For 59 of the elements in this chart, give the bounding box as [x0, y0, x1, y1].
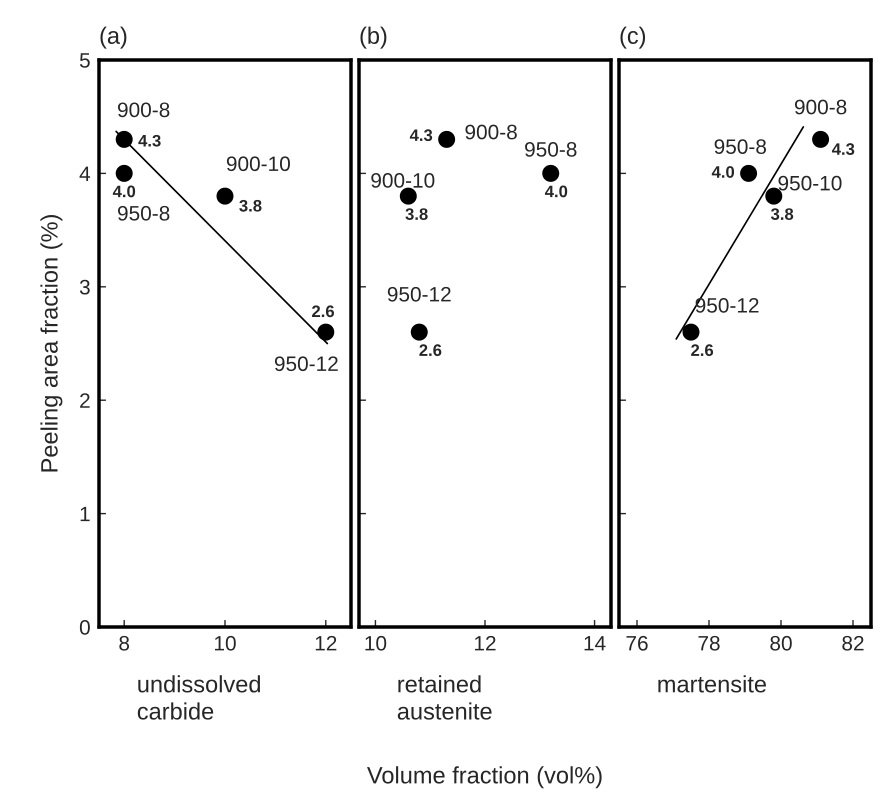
- point: [216, 188, 234, 205]
- point: [438, 130, 456, 148]
- point: [116, 164, 133, 182]
- data-label: 4.0: [112, 186, 136, 198]
- x-tick-label: 8: [119, 636, 130, 651]
- chart-title: (b): [360, 26, 386, 49]
- y-tick-label: 5: [80, 53, 90, 68]
- annotation: 950-12: [388, 286, 451, 302]
- point: [410, 324, 428, 341]
- data-label: 4.0: [544, 186, 568, 198]
- annotation: 950-8: [525, 142, 576, 157]
- x-axis-title: retained austenite: [398, 675, 492, 720]
- annotation: 950-12: [274, 356, 338, 372]
- x-axis-title: undissolved carbide: [138, 675, 260, 720]
- chart-title: (a): [100, 26, 126, 49]
- data-label: 2.6: [691, 344, 714, 356]
- point: [116, 130, 133, 148]
- data-label: 4.3: [138, 134, 161, 147]
- annotation: 900-10: [371, 173, 434, 188]
- annotation: 950-10: [778, 176, 842, 191]
- text: Volume fraction (vol%): [367, 766, 602, 788]
- y-tick-label: 4: [80, 166, 90, 181]
- point: [740, 164, 758, 182]
- y-tick-label: 1: [80, 506, 90, 522]
- x-tick-label: 82: [842, 636, 864, 651]
- x-tick-label: 12: [316, 636, 336, 650]
- data-label: 2.6: [419, 344, 442, 356]
- x-tick-label: 10: [215, 636, 236, 651]
- x-tick-label: 14: [584, 636, 606, 650]
- point: [317, 324, 334, 341]
- data-label: 2.6: [312, 305, 334, 318]
- point: [812, 130, 830, 148]
- y-tick-label: 0: [80, 620, 90, 635]
- point: [542, 164, 560, 182]
- data-label: 4.0: [712, 166, 734, 178]
- x-tick-label: 12: [475, 636, 496, 650]
- point: [400, 188, 417, 205]
- data-label: 4.3: [832, 143, 854, 155]
- x-tick-label: 78: [698, 636, 720, 651]
- data-label: 3.8: [239, 200, 262, 212]
- point: [682, 324, 700, 341]
- annotation: 900-10: [226, 156, 290, 172]
- data-label: 3.8: [405, 208, 428, 220]
- annotation: 950-12: [696, 298, 759, 313]
- annotation: 900-8: [118, 102, 170, 118]
- x-axis-title: martensite: [658, 675, 766, 693]
- data-label: 4.3: [410, 129, 432, 142]
- chart-title: (c): [620, 26, 646, 49]
- y-axis-title: Peeling area fraction (%): [40, 215, 62, 472]
- data-label: 3.8: [770, 208, 794, 220]
- annotation: 900-8: [465, 124, 517, 140]
- annotation: 950-8: [118, 206, 170, 221]
- x-tick-label: 10: [365, 636, 386, 651]
- annotation: 900-8: [794, 100, 846, 114]
- y-tick-label: 3: [80, 280, 90, 295]
- annotation: 950-8: [714, 139, 766, 154]
- y-tick-label: 2: [80, 393, 90, 408]
- x-tick-label: 80: [770, 636, 792, 651]
- x-tick-label: 76: [626, 636, 648, 651]
